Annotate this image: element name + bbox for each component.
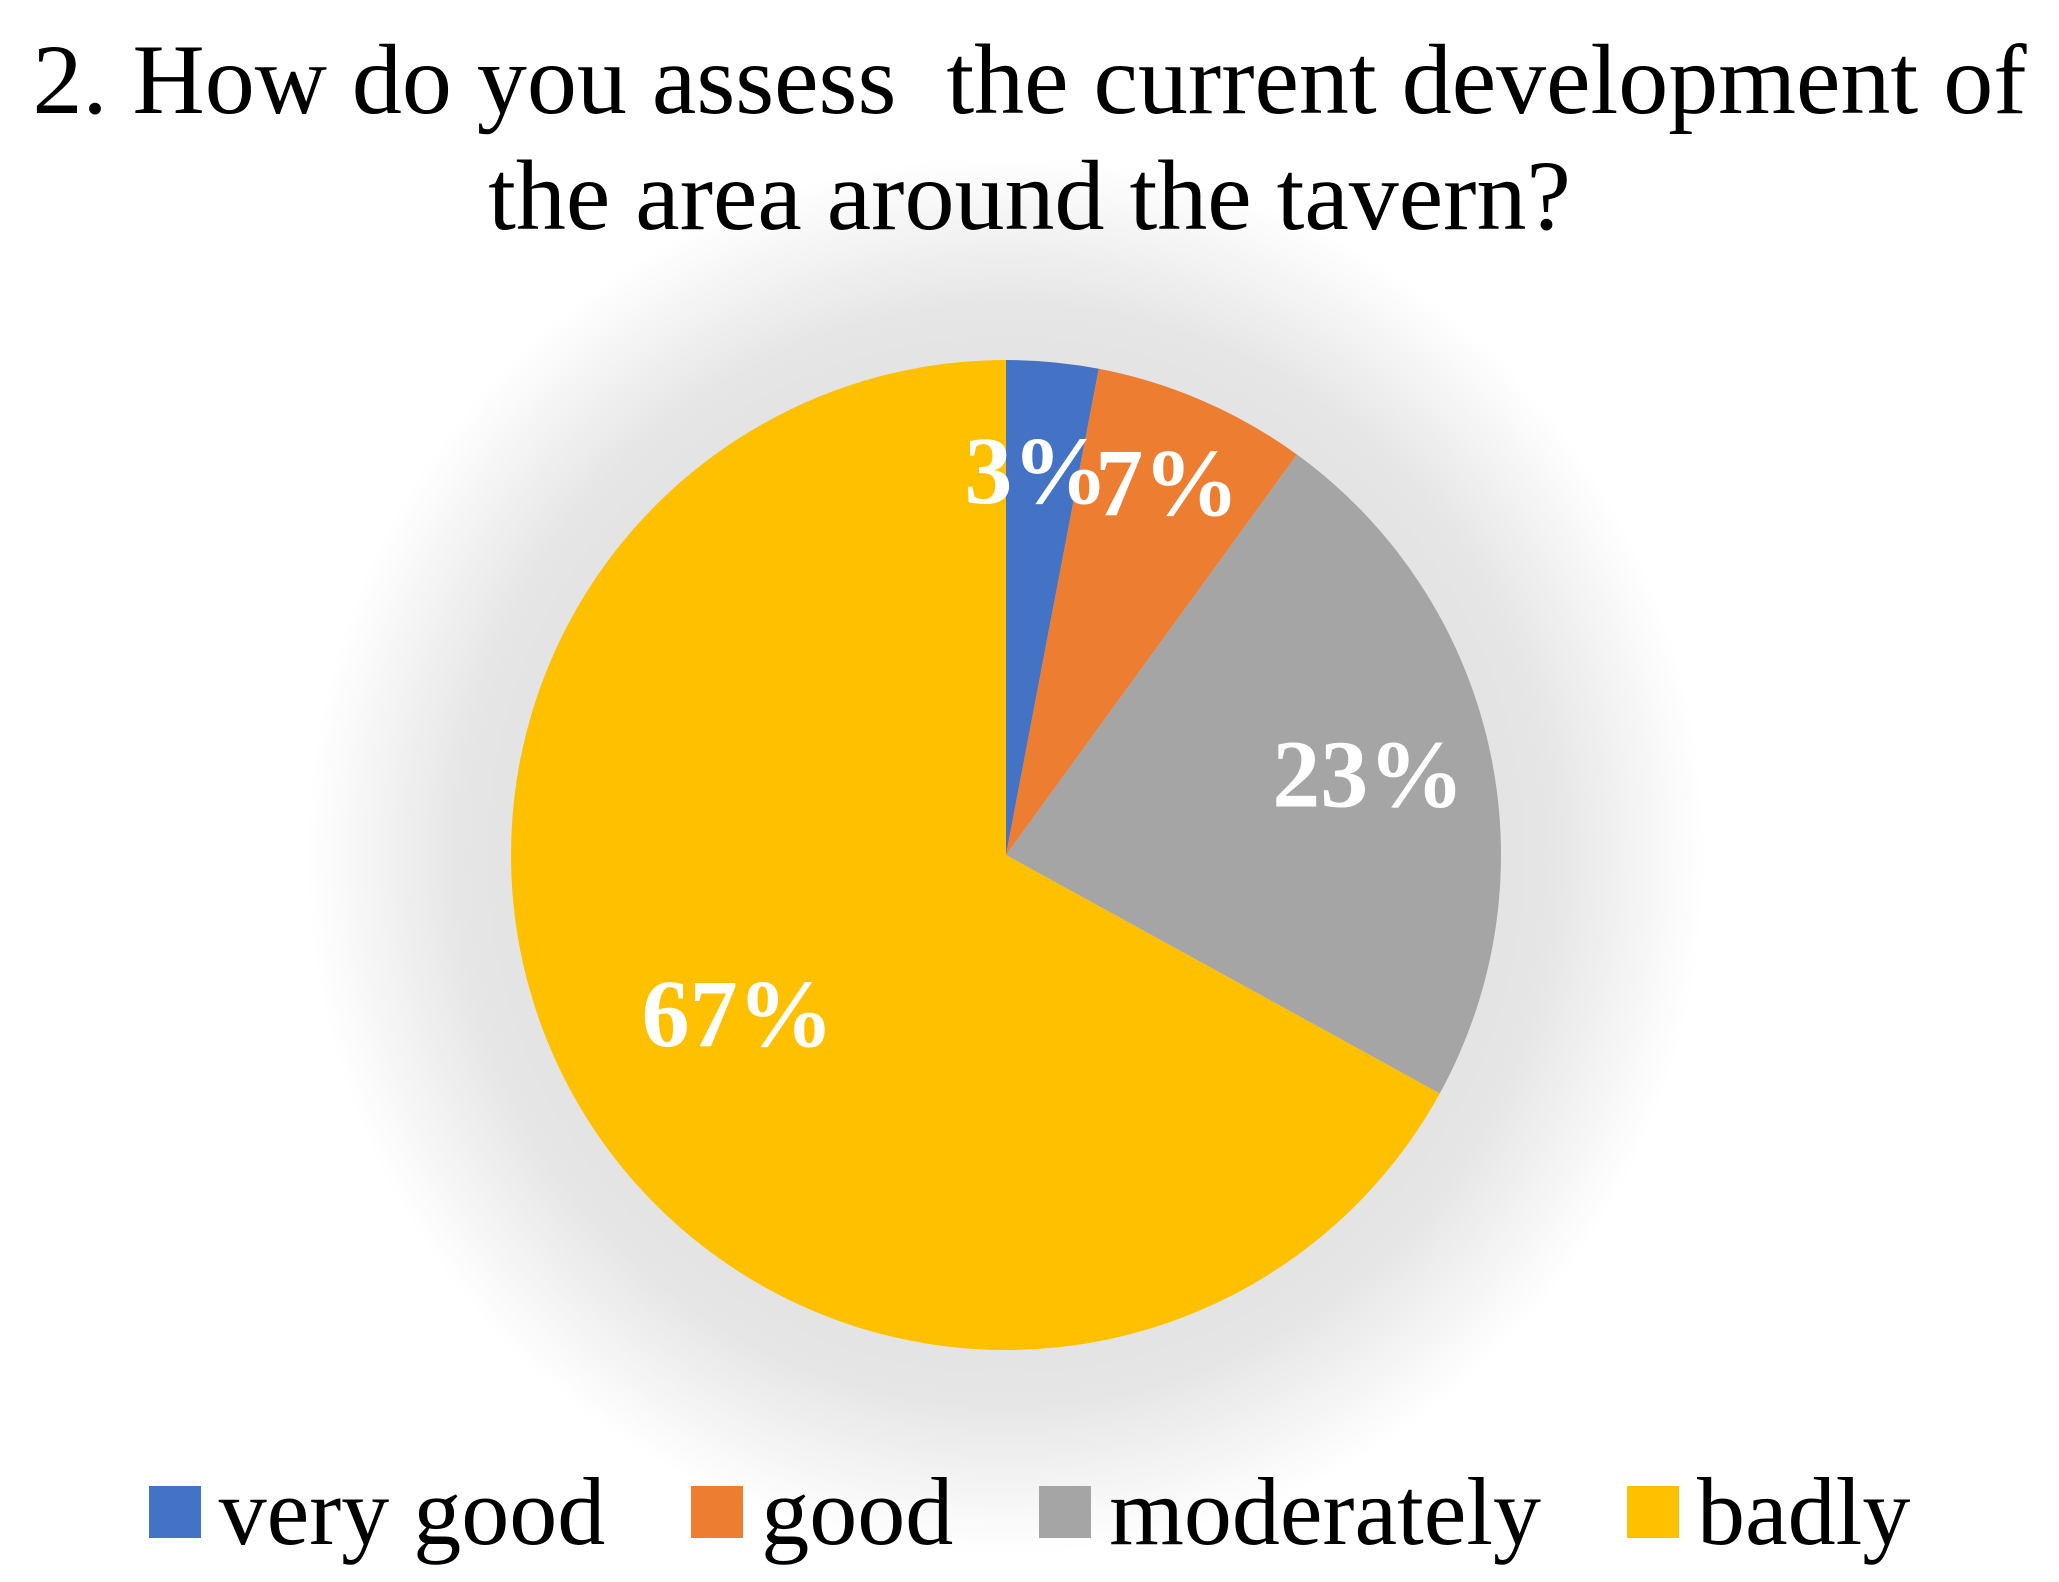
legend-item-good: good: [691, 1457, 953, 1567]
data-label-moderately: 23%: [1272, 721, 1464, 828]
legend-swatch-moderately: [1039, 1486, 1092, 1538]
legend-item-badly: badly: [1627, 1457, 1910, 1567]
legend-item-very-good: very good: [148, 1457, 606, 1567]
pie-slice-badly: [511, 360, 1440, 1350]
data-label-badly: 67%: [642, 960, 834, 1067]
pie-data-labels: 3%7% 23% 67%: [642, 417, 1465, 1067]
chart-title-line-1: 2. How do you assess the current develop…: [32, 24, 2027, 135]
legend-swatch-badly: [1627, 1486, 1680, 1538]
pie-slice-moderately: [1006, 454, 1502, 1094]
legend-label-moderately: moderately: [1109, 1458, 1542, 1565]
legend-label-very-good: very good: [218, 1458, 606, 1565]
pie-slice-very-good: [1006, 360, 1099, 855]
legend: very good good moderately badly: [0, 1452, 2059, 1572]
pie-slices: [511, 360, 1502, 1350]
legend-swatch-good: [691, 1486, 744, 1538]
legend-label-badly: badly: [1697, 1458, 1911, 1565]
legend-label-good: good: [761, 1458, 954, 1565]
legend-item-moderately: moderately: [1039, 1457, 1541, 1567]
data-label-good: 7%: [1095, 429, 1239, 536]
pie-slice-good: [1006, 368, 1297, 855]
data-label-very-good: 3%: [964, 417, 1108, 524]
legend-swatch-very-good: [148, 1486, 201, 1538]
